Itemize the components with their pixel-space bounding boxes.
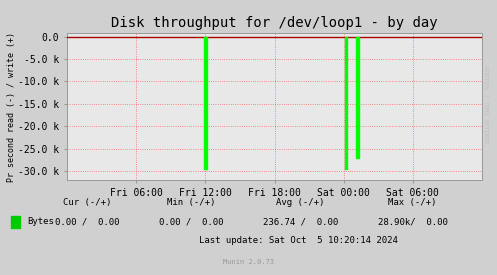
Text: Munin 2.0.73: Munin 2.0.73: [223, 259, 274, 265]
Text: 0.00 /  0.00: 0.00 / 0.00: [55, 217, 119, 226]
Text: 0.00 /  0.00: 0.00 / 0.00: [159, 217, 224, 226]
Text: Bytes: Bytes: [27, 217, 54, 226]
Text: Max (-/+): Max (-/+): [388, 198, 437, 207]
Text: 236.74 /  0.00: 236.74 / 0.00: [263, 217, 338, 226]
Title: Disk throughput for /dev/loop1 - by day: Disk throughput for /dev/loop1 - by day: [111, 16, 438, 31]
Text: Avg (-/+): Avg (-/+): [276, 198, 325, 207]
Text: 28.90k/  0.00: 28.90k/ 0.00: [378, 217, 447, 226]
Y-axis label: Pr second read (-) / write (+): Pr second read (-) / write (+): [6, 32, 15, 182]
Text: Min (-/+): Min (-/+): [167, 198, 216, 207]
Text: Last update: Sat Oct  5 10:20:14 2024: Last update: Sat Oct 5 10:20:14 2024: [199, 236, 398, 245]
Text: Cur (-/+): Cur (-/+): [63, 198, 111, 207]
Text: RRDTOOL / TOBI OETIKER: RRDTOOL / TOBI OETIKER: [484, 66, 489, 143]
